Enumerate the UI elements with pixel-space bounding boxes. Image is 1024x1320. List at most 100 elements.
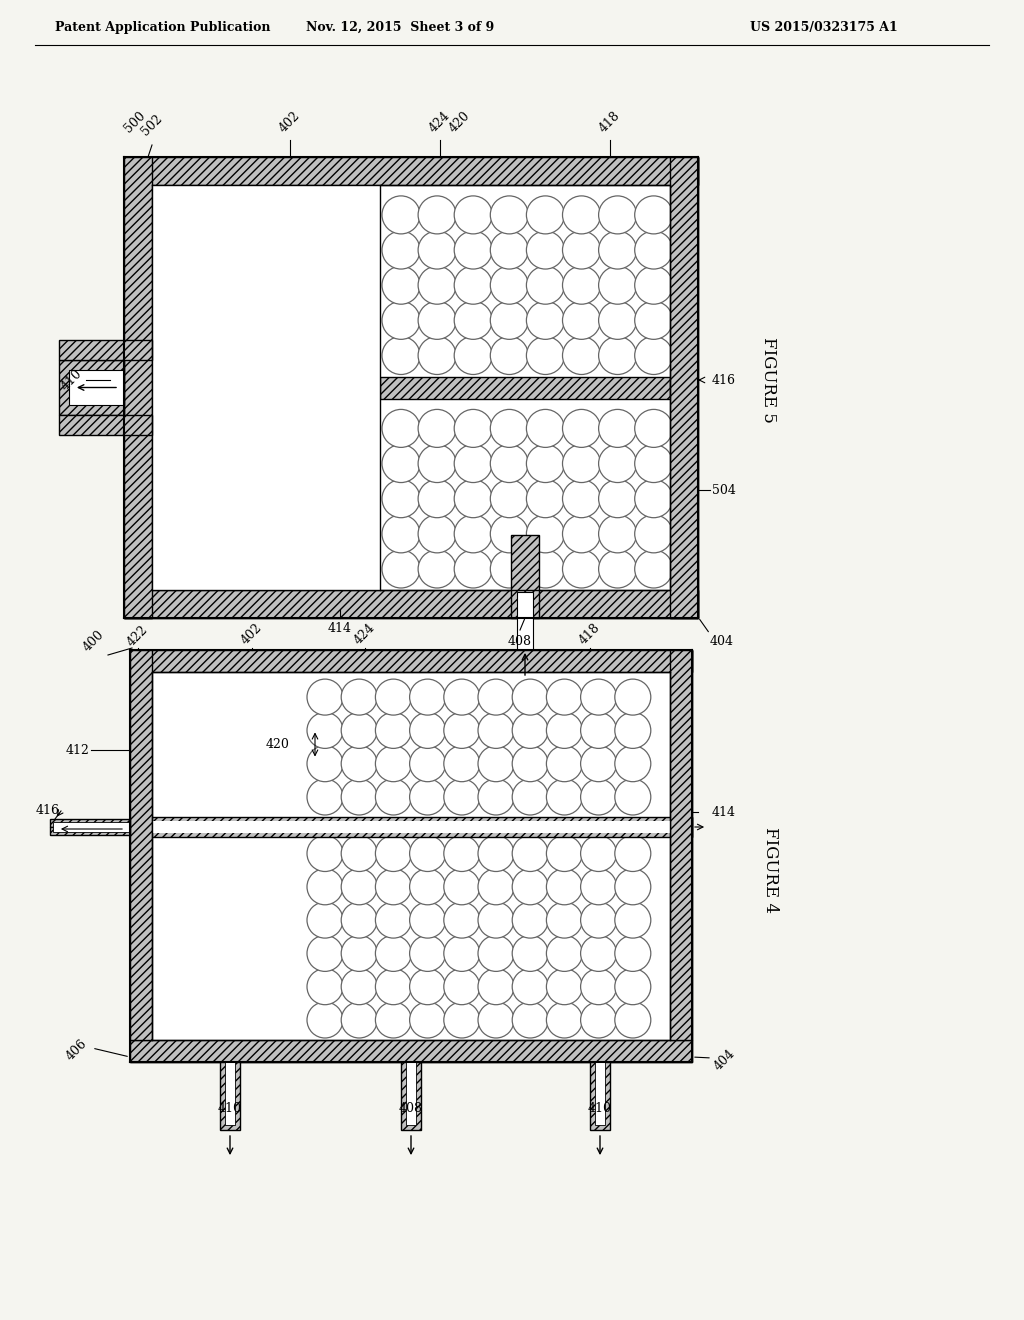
Text: 408: 408 xyxy=(399,1102,423,1115)
Circle shape xyxy=(341,902,377,939)
Circle shape xyxy=(599,515,637,553)
Circle shape xyxy=(614,779,651,814)
Text: 400: 400 xyxy=(81,628,106,653)
Circle shape xyxy=(307,836,343,871)
Circle shape xyxy=(478,969,514,1005)
Circle shape xyxy=(635,301,673,339)
Circle shape xyxy=(614,902,651,939)
Circle shape xyxy=(490,445,528,483)
Circle shape xyxy=(478,713,514,748)
Circle shape xyxy=(341,746,377,781)
Circle shape xyxy=(599,301,637,339)
Circle shape xyxy=(455,550,493,587)
Circle shape xyxy=(376,746,412,781)
Circle shape xyxy=(614,936,651,972)
Bar xyxy=(152,821,670,833)
Bar xyxy=(130,817,692,837)
Text: US 2015/0323175 A1: US 2015/0323175 A1 xyxy=(750,21,898,33)
Circle shape xyxy=(382,337,420,375)
Text: 408: 408 xyxy=(508,635,532,648)
Circle shape xyxy=(382,231,420,269)
Text: 500: 500 xyxy=(122,110,148,135)
Circle shape xyxy=(490,479,528,517)
Circle shape xyxy=(547,836,583,871)
Bar xyxy=(130,649,152,1040)
Circle shape xyxy=(455,445,493,483)
Circle shape xyxy=(490,267,528,304)
Circle shape xyxy=(526,267,564,304)
Circle shape xyxy=(382,515,420,553)
Circle shape xyxy=(547,969,583,1005)
Text: 402: 402 xyxy=(239,620,265,647)
Circle shape xyxy=(562,267,600,304)
Circle shape xyxy=(382,445,420,483)
Circle shape xyxy=(418,337,456,375)
Circle shape xyxy=(635,479,673,517)
Circle shape xyxy=(547,902,583,939)
Circle shape xyxy=(376,836,412,871)
Circle shape xyxy=(599,445,637,483)
Circle shape xyxy=(581,746,616,781)
Circle shape xyxy=(635,550,673,587)
Bar xyxy=(595,1063,605,1125)
Circle shape xyxy=(635,409,673,447)
Bar xyxy=(124,157,152,618)
Circle shape xyxy=(547,1002,583,1038)
Bar xyxy=(50,828,130,836)
Text: 422: 422 xyxy=(125,623,151,649)
Circle shape xyxy=(443,869,480,904)
Circle shape xyxy=(455,231,493,269)
Circle shape xyxy=(455,267,493,304)
Circle shape xyxy=(307,969,343,1005)
Circle shape xyxy=(581,1002,616,1038)
Text: 504: 504 xyxy=(712,483,736,496)
Bar xyxy=(59,360,124,414)
Text: 410: 410 xyxy=(588,1102,612,1115)
Circle shape xyxy=(478,902,514,939)
Circle shape xyxy=(443,969,480,1005)
Bar xyxy=(406,1063,416,1125)
Circle shape xyxy=(341,969,377,1005)
Bar xyxy=(225,1063,234,1125)
Bar xyxy=(152,672,305,817)
Bar xyxy=(53,822,130,832)
Circle shape xyxy=(526,479,564,517)
Circle shape xyxy=(382,550,420,587)
Circle shape xyxy=(307,746,343,781)
Text: 404: 404 xyxy=(712,1047,738,1073)
Circle shape xyxy=(614,869,651,904)
Circle shape xyxy=(478,678,514,715)
Circle shape xyxy=(562,231,600,269)
Circle shape xyxy=(418,515,456,553)
Circle shape xyxy=(635,231,673,269)
Circle shape xyxy=(443,678,480,715)
Circle shape xyxy=(581,779,616,814)
Circle shape xyxy=(410,869,445,904)
Circle shape xyxy=(490,195,528,234)
Circle shape xyxy=(307,779,343,814)
Circle shape xyxy=(614,713,651,748)
Text: 410: 410 xyxy=(218,1102,242,1115)
Bar xyxy=(670,649,692,1040)
Bar xyxy=(124,590,698,618)
Text: 406: 406 xyxy=(63,1038,90,1063)
Circle shape xyxy=(410,836,445,871)
Circle shape xyxy=(562,479,600,517)
Circle shape xyxy=(562,515,600,553)
Text: Nov. 12, 2015  Sheet 3 of 9: Nov. 12, 2015 Sheet 3 of 9 xyxy=(306,21,495,33)
Circle shape xyxy=(526,409,564,447)
Circle shape xyxy=(614,746,651,781)
Circle shape xyxy=(376,713,412,748)
Circle shape xyxy=(418,195,456,234)
Circle shape xyxy=(376,936,412,972)
Circle shape xyxy=(635,195,673,234)
Text: 414: 414 xyxy=(328,622,352,635)
Circle shape xyxy=(562,409,600,447)
Circle shape xyxy=(512,969,548,1005)
Circle shape xyxy=(376,779,412,814)
Circle shape xyxy=(382,479,420,517)
Circle shape xyxy=(443,902,480,939)
Text: 418: 418 xyxy=(577,620,603,647)
Circle shape xyxy=(547,713,583,748)
Text: 414: 414 xyxy=(712,805,736,818)
